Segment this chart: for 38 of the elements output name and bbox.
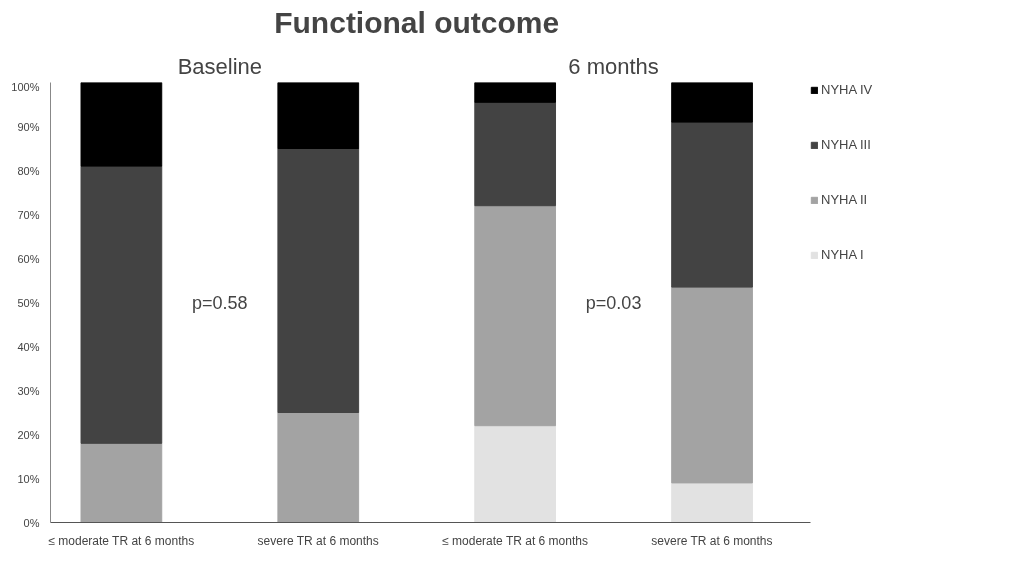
y-tick-label: 100%	[11, 80, 40, 93]
bar	[277, 412, 360, 523]
x-tick-label: ≤ moderate TR at 6 months	[442, 533, 588, 548]
bar	[671, 286, 753, 484]
x-tick-label: ≤ moderate TR at 6 months	[48, 533, 195, 548]
y-tick-label: 60%	[17, 252, 40, 265]
bar	[80, 442, 163, 523]
legend-label: NYHA IV	[821, 82, 873, 97]
y-tick-label: 40%	[17, 340, 40, 353]
y-tick-label: 10%	[17, 472, 40, 485]
bar	[671, 121, 753, 288]
chart-title: Functional outcome	[274, 6, 560, 40]
bar	[474, 82, 557, 103]
bar	[474, 205, 557, 427]
bar	[671, 482, 753, 523]
y-tick-label: 90%	[17, 120, 40, 133]
x-tick-label: severe TR at 6 months	[257, 533, 379, 548]
y-tick-label: 30%	[17, 384, 40, 397]
text: Baseline	[177, 53, 263, 79]
bar	[80, 82, 163, 167]
bar	[80, 165, 163, 444]
bar	[671, 82, 753, 123]
y-tick-label: 0%	[23, 516, 40, 529]
bar	[474, 101, 557, 207]
bar	[277, 148, 360, 413]
text: 6 months	[568, 53, 659, 79]
legend-label: NYHA III	[821, 137, 871, 152]
legend-label: NYHA I	[821, 247, 864, 262]
x-tick-label: severe TR at 6 months	[651, 533, 773, 548]
y-tick-label: 80%	[17, 164, 40, 177]
bar	[474, 425, 557, 523]
bar	[277, 82, 360, 149]
annotation: p=0.03	[585, 292, 642, 313]
y-tick-label: 50%	[17, 296, 40, 309]
annotation: p=0.58	[192, 292, 248, 313]
legend-label: NYHA II	[821, 192, 868, 207]
y-tick-label: 70%	[17, 208, 40, 221]
y-tick-label: 20%	[17, 428, 40, 441]
